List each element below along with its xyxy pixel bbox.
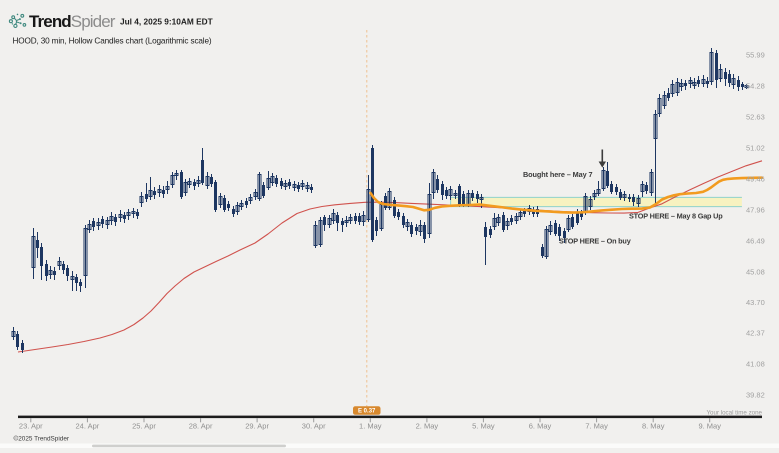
svg-text:39.82: 39.82 (746, 391, 765, 400)
svg-text:9. May: 9. May (698, 421, 721, 430)
svg-text:STOP HERE – On buy: STOP HERE – On buy (559, 237, 632, 246)
svg-text:46.49: 46.49 (746, 237, 765, 246)
svg-text:30. Apr: 30. Apr (302, 421, 326, 430)
svg-text:Your local time zone: Your local time zone (707, 409, 763, 416)
svg-text:8. May: 8. May (642, 421, 665, 430)
svg-text:Bought here – May 7: Bought here – May 7 (523, 170, 593, 179)
svg-text:E 0.37: E 0.37 (358, 409, 376, 415)
svg-text:29. Apr: 29. Apr (245, 421, 269, 430)
svg-text:52.63: 52.63 (746, 113, 765, 122)
svg-text:STOP HERE – May 8 Gap Up: STOP HERE – May 8 Gap Up (629, 212, 723, 221)
svg-text:42.37: 42.37 (746, 329, 765, 338)
svg-text:41.08: 41.08 (746, 360, 765, 369)
svg-text:54.28: 54.28 (746, 82, 765, 91)
svg-text:24. Apr: 24. Apr (76, 421, 100, 430)
svg-text:28. Apr: 28. Apr (189, 421, 213, 430)
svg-text:1. May: 1. May (359, 421, 382, 430)
svg-text:49.46: 49.46 (746, 175, 765, 184)
svg-text:47.96: 47.96 (746, 206, 765, 215)
svg-text:51.02: 51.02 (746, 144, 765, 153)
svg-text:5. May: 5. May (472, 421, 495, 430)
svg-text:23. Apr: 23. Apr (19, 421, 43, 430)
svg-text:55.99: 55.99 (746, 51, 765, 60)
svg-text:45.08: 45.08 (746, 268, 765, 277)
svg-text:TrendSpider: TrendSpider (29, 12, 116, 31)
svg-text:©2025 TrendSpider: ©2025 TrendSpider (14, 435, 70, 443)
svg-text:43.70: 43.70 (746, 298, 765, 307)
svg-text:7. May: 7. May (585, 421, 608, 430)
svg-text:25. Apr: 25. Apr (132, 421, 156, 430)
svg-text:6. May: 6. May (529, 421, 552, 430)
svg-text:2. May: 2. May (416, 421, 439, 430)
svg-text:HOOD, 30 min, Hollow Candles c: HOOD, 30 min, Hollow Candles chart (Loga… (13, 37, 212, 46)
svg-text:Jul 4, 2025 9:10AM EDT: Jul 4, 2025 9:10AM EDT (120, 17, 213, 27)
